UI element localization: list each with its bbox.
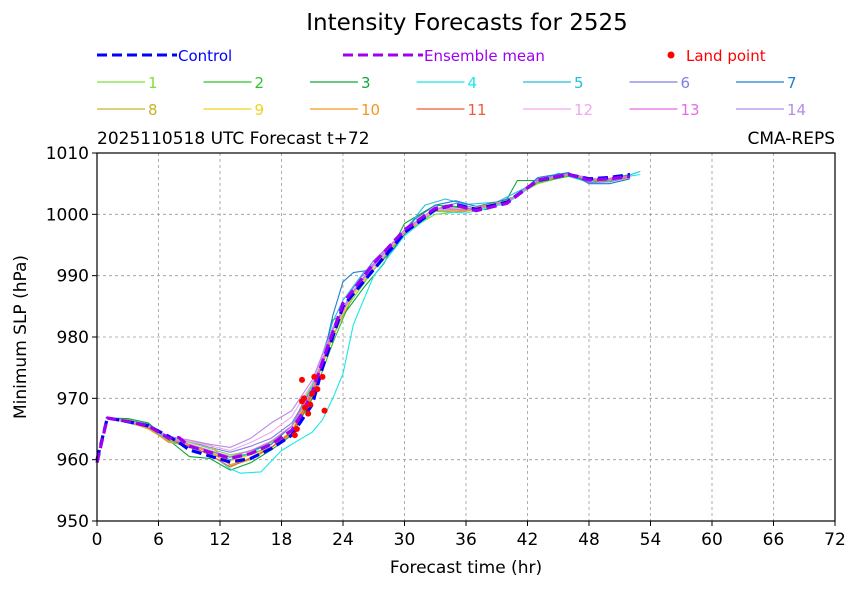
x-tick-label: 24 [332, 530, 354, 550]
legend-member-2-label: 2 [255, 74, 265, 92]
legend-member-13-label: 13 [681, 101, 700, 119]
legend-member-5-label: 5 [574, 74, 584, 92]
x-tick-label: 60 [701, 530, 723, 550]
y-axis: 950 960 970 980 990 1000 1010 [46, 144, 97, 532]
legend-control-label: Control [178, 47, 232, 65]
legend-member-8-label: 8 [148, 101, 158, 119]
land-point [291, 432, 298, 439]
x-axis-label: Forecast time (hr) [390, 558, 542, 578]
chart-title: Intensity Forecasts for 2525 [306, 10, 628, 36]
y-tick-label: 1010 [46, 144, 89, 164]
series-member-8 [107, 174, 631, 467]
series-member-6 [107, 172, 631, 453]
x-tick-label: 6 [153, 530, 164, 550]
land-point [321, 407, 328, 414]
legend-member-12-label: 12 [574, 101, 593, 119]
x-tick-label: 18 [271, 530, 293, 550]
series-member-1 [107, 175, 631, 456]
y-axis-label: Minimum SLP (hPa) [11, 255, 31, 419]
model-label: CMA-REPS [747, 129, 835, 149]
y-tick-label: 990 [57, 267, 89, 287]
series-layer [95, 170, 641, 474]
y-tick-label: 960 [57, 451, 89, 471]
series-member-2 [107, 175, 631, 458]
y-tick-label: 1000 [46, 205, 89, 225]
x-tick-label: 30 [394, 530, 416, 550]
series-member-4 [107, 173, 641, 474]
legend-member-3-label: 3 [361, 74, 371, 92]
series-member-12 [107, 173, 631, 452]
legend-ensemble-mean-label: Ensemble mean [424, 47, 545, 65]
y-tick-label: 970 [57, 389, 89, 409]
x-tick-label: 48 [578, 530, 600, 550]
land-point [299, 376, 305, 383]
legend-member-11-label: 11 [468, 101, 487, 119]
legend-member-14-label: 14 [787, 101, 806, 119]
y-tick-label: 950 [57, 512, 89, 532]
land-point [302, 404, 309, 411]
series-member-13 [107, 173, 631, 458]
x-tick-label: 36 [455, 530, 477, 550]
series-member-10 [107, 173, 631, 466]
y-tick-label: 980 [57, 328, 89, 348]
x-axis: 0 6 12 18 24 30 36 42 48 54 60 66 72 [92, 521, 846, 550]
legend-member-6-label: 6 [681, 74, 691, 92]
series-member-14 [107, 173, 631, 448]
legend-member-4-label: 4 [468, 74, 478, 92]
x-tick-label: 54 [640, 530, 662, 550]
legend-member-1-label: 1 [148, 74, 158, 92]
x-tick-label: 66 [763, 530, 785, 550]
legend-member-10-label: 10 [361, 101, 380, 119]
series-control [95, 172, 631, 464]
legend-member-9-label: 9 [255, 101, 265, 119]
land-point [314, 386, 321, 393]
land-point [311, 373, 318, 380]
land-point [305, 410, 312, 417]
land-point [309, 390, 316, 397]
legend-members: 1 2 3 4 5 6 78 9 10 11 12 13 14 [97, 74, 806, 119]
x-tick-label: 42 [517, 530, 539, 550]
series-ensemble-mean [95, 172, 631, 464]
land-point [319, 373, 326, 380]
land-point [293, 426, 300, 432]
x-tick-label: 0 [92, 530, 103, 550]
series-member-11 [107, 173, 631, 468]
legend-member-7-label: 7 [787, 74, 797, 92]
x-tick-label: 12 [209, 530, 231, 550]
land-points [291, 373, 328, 439]
series-member-3 [107, 173, 631, 471]
land-point [301, 395, 308, 402]
land-point [307, 401, 314, 408]
legend-land-point-marker [667, 51, 675, 59]
grid [97, 153, 835, 521]
series-member-9 [107, 173, 631, 462]
x-tick-label: 72 [824, 530, 846, 550]
legend-land-point-label: Land point [686, 47, 766, 65]
forecast-time-label: 2025110518 UTC Forecast t+72 [97, 129, 370, 149]
series-member-7 [107, 172, 631, 458]
